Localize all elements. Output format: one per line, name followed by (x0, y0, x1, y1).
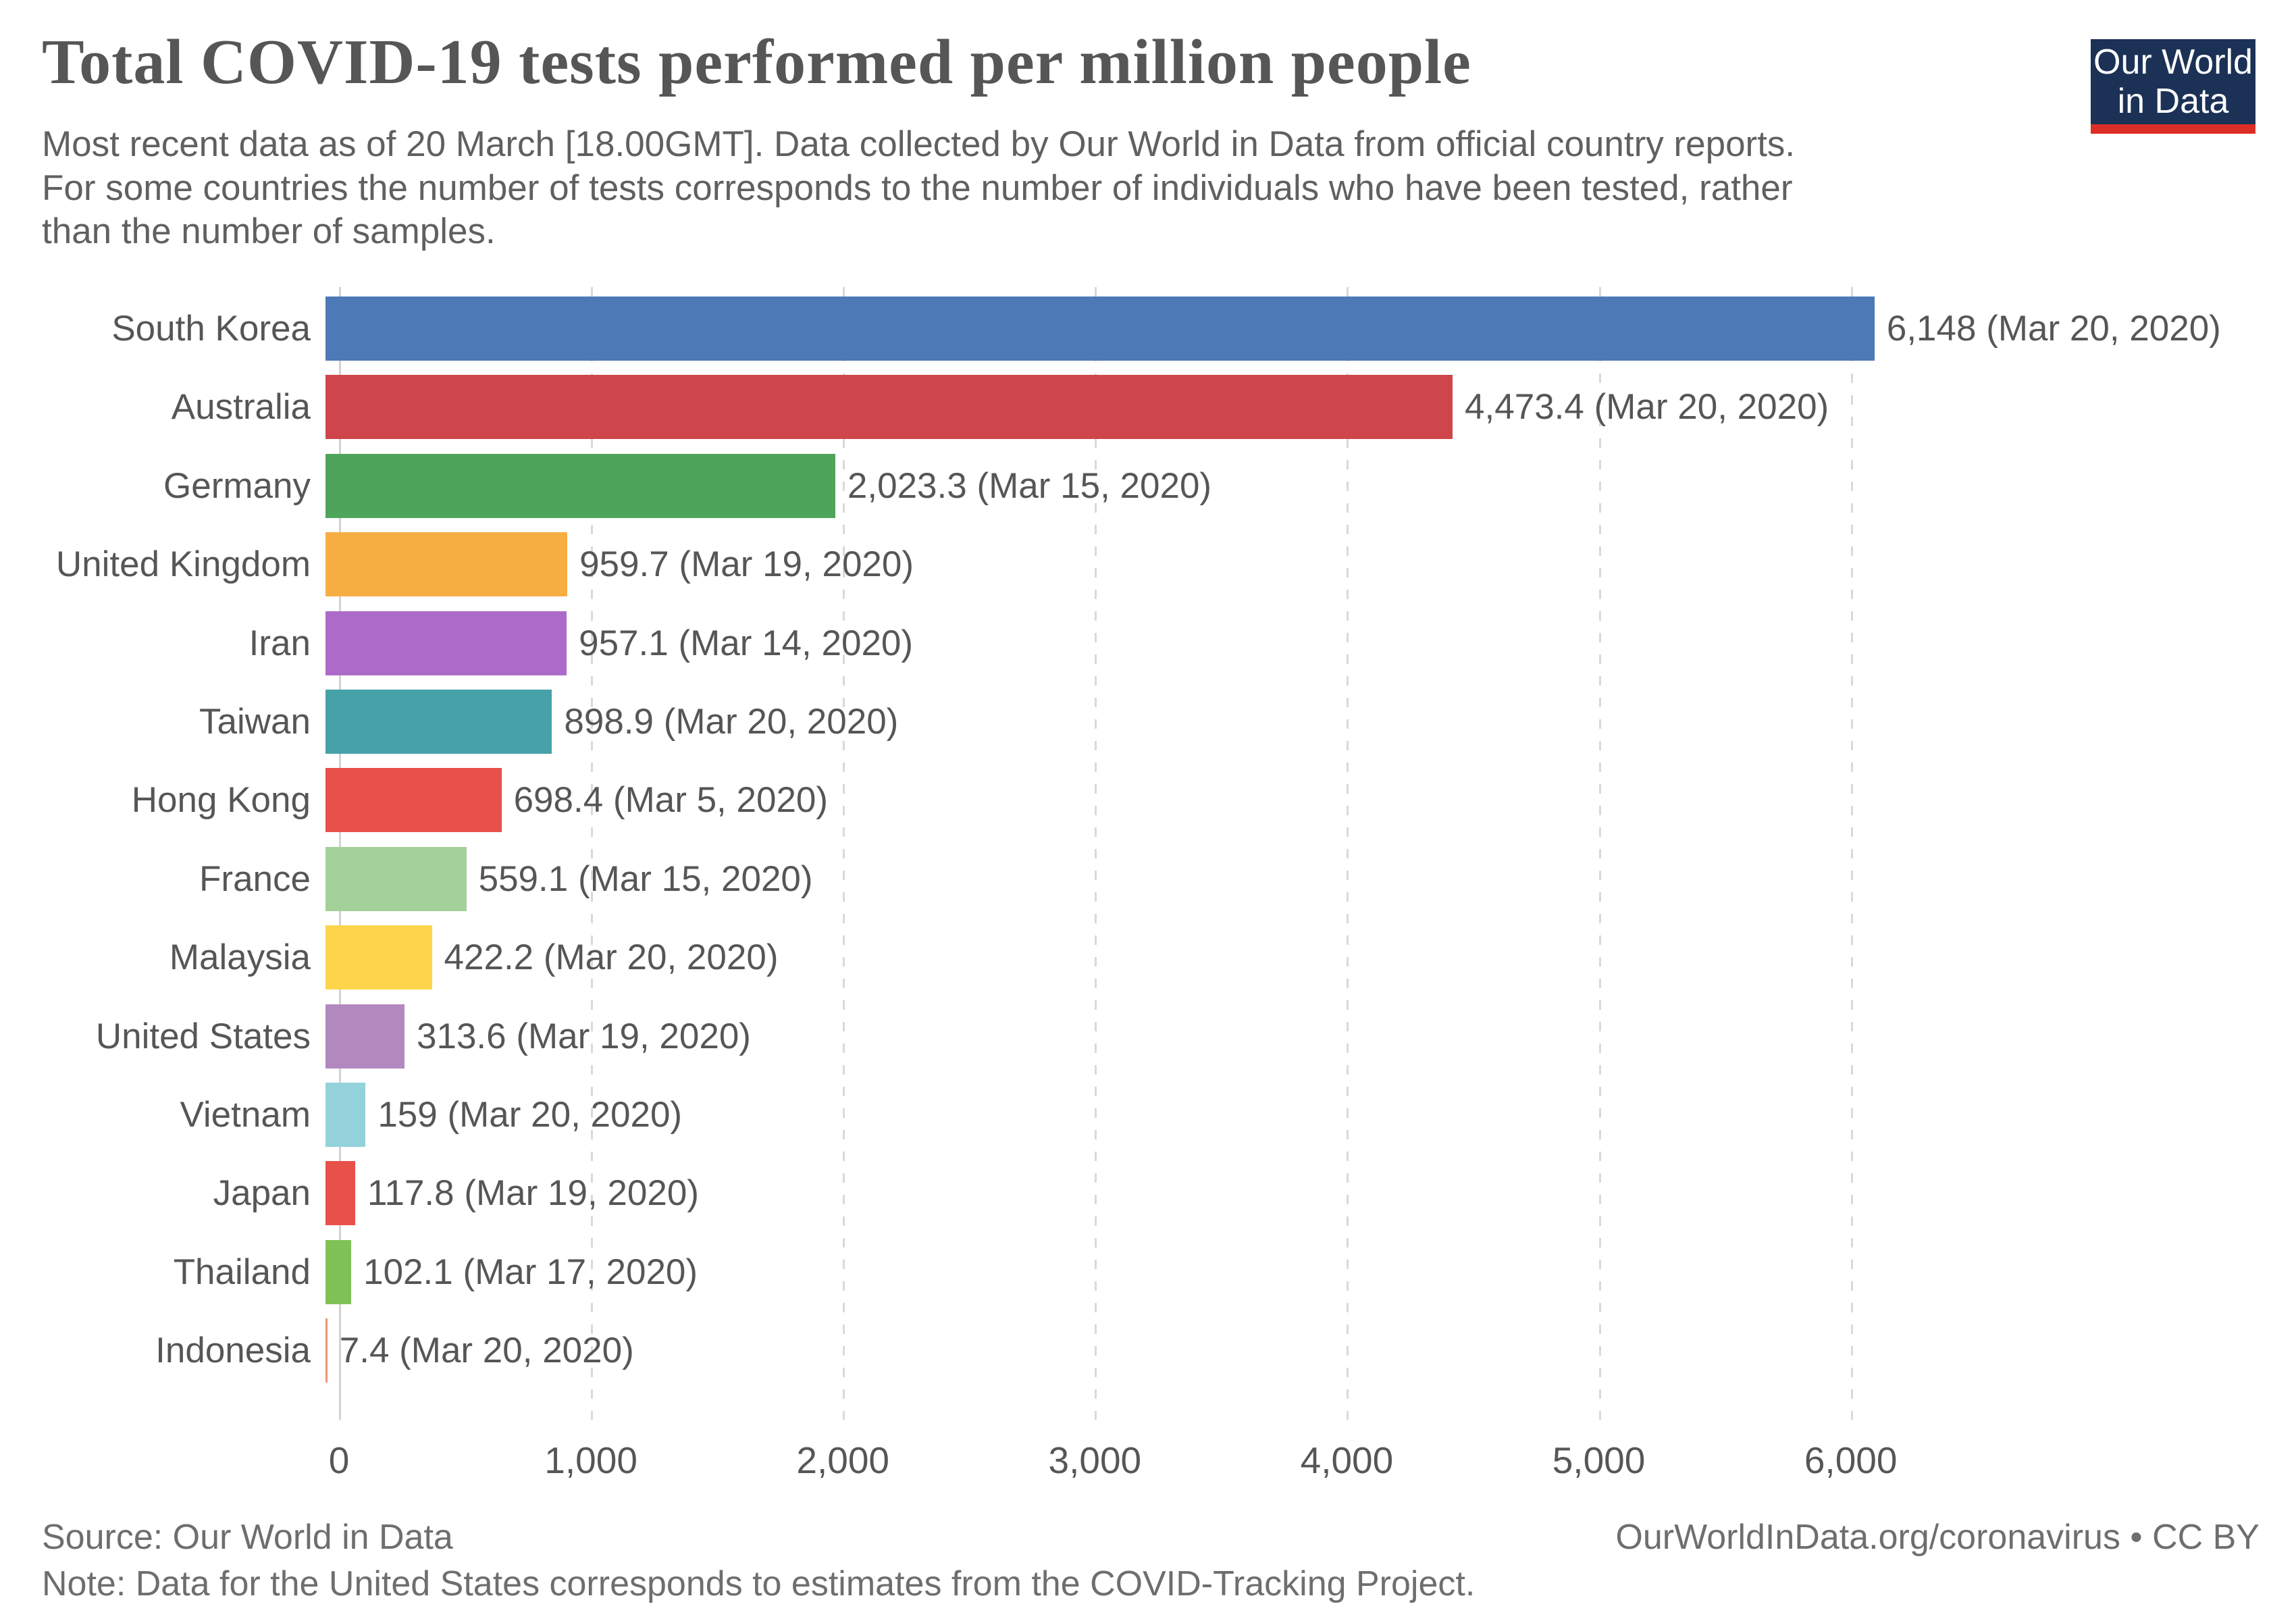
bar-thailand[interactable] (325, 1239, 352, 1304)
bar-row-germany: Germany 2,023.3 (Mar 15, 2020) (0, 453, 2296, 532)
bar-row-hong-kong: Hong Kong 698.4 (Mar 5, 2020) (0, 768, 2296, 846)
bar-australia[interactable] (325, 375, 1453, 440)
country-label: Malaysia (169, 937, 311, 978)
bar-rows: South Korea 6,148 (Mar 20, 2020) Australia… (0, 297, 2296, 1397)
x-tick-label: 0 (328, 1439, 350, 1481)
bar-track: 6,148 (Mar 20, 2020) (325, 297, 2255, 375)
bar-row-indonesia: Indonesia 7.4 (Mar 20, 2020) (0, 1318, 2296, 1397)
bar-malaysia[interactable] (325, 925, 432, 990)
value-label: 4,473.4 (Mar 20, 2020) (1465, 387, 1829, 428)
gridline (843, 287, 845, 1420)
bar-track: 7.4 (Mar 20, 2020) (325, 1318, 2255, 1397)
value-label: 102.1 (Mar 17, 2020) (363, 1252, 698, 1292)
bar-row-japan: Japan 117.8 (Mar 19, 2020) (0, 1161, 2296, 1239)
value-label: 6,148 (Mar 20, 2020) (1886, 309, 2221, 349)
bar-track: 422.2 (Mar 20, 2020) (325, 925, 2255, 1004)
bar-track: 102.1 (Mar 17, 2020) (325, 1239, 2255, 1318)
chart-subtitle: Most recent data as of 20 March [18.00GM… (42, 124, 1796, 252)
country-label: United Kingdom (55, 544, 311, 585)
gridline (1347, 287, 1349, 1420)
value-label: 159 (Mar 20, 2020) (377, 1094, 683, 1135)
bar-germany[interactable] (325, 453, 835, 518)
bar-track: 159 (Mar 20, 2020) (325, 1082, 2255, 1161)
x-tick-label: 4,000 (1300, 1439, 1394, 1481)
country-label: France (199, 858, 311, 899)
owid-logo-line1: Our World (2093, 42, 2253, 82)
country-label: Australia (171, 387, 311, 428)
x-tick-label: 6,000 (1804, 1439, 1898, 1481)
bar-track: 959.7 (Mar 19, 2020) (325, 532, 2255, 611)
bar-track: 117.8 (Mar 19, 2020) (325, 1161, 2255, 1239)
value-label: 117.8 (Mar 19, 2020) (367, 1173, 699, 1214)
value-label: 959.7 (Mar 19, 2020) (579, 544, 914, 585)
bar-track: 957.1 (Mar 14, 2020) (325, 611, 2255, 690)
value-label: 559.1 (Mar 15, 2020) (478, 858, 813, 899)
bar-track: 313.6 (Mar 19, 2020) (325, 1004, 2255, 1083)
bar-row-iran: Iran 957.1 (Mar 14, 2020) (0, 611, 2296, 690)
bar-row-south-korea: South Korea 6,148 (Mar 20, 2020) (0, 297, 2296, 375)
value-label: 957.1 (Mar 14, 2020) (579, 623, 914, 663)
bar-row-united-kingdom: United Kingdom 959.7 (Mar 19, 2020) (0, 532, 2296, 611)
country-label: South Korea (111, 309, 311, 349)
bar-south-korea[interactable] (325, 297, 1875, 361)
footer: Source: Our World in Data Note: Data for… (42, 1514, 2260, 1607)
bar-vietnam[interactable] (325, 1082, 366, 1147)
gridline (1095, 287, 1097, 1420)
x-tick-label: 2,000 (796, 1439, 890, 1481)
value-label: 422.2 (Mar 20, 2020) (444, 937, 779, 978)
owid-logo-line2: in Data (2117, 82, 2229, 121)
bar-france[interactable] (325, 846, 467, 911)
bar-japan[interactable] (325, 1161, 355, 1226)
x-axis: 0 1,000 2,000 3,000 4,000 5,000 6,000 (329, 1439, 2269, 1493)
x-tick-label: 1,000 (544, 1439, 637, 1481)
country-label: Hong Kong (131, 780, 311, 821)
bar-row-malaysia: Malaysia 422.2 (Mar 20, 2020) (0, 925, 2296, 1004)
x-tick-label: 3,000 (1048, 1439, 1142, 1481)
country-label: Taiwan (199, 701, 311, 742)
value-label: 2,023.3 (Mar 15, 2020) (847, 465, 1212, 506)
bar-row-taiwan: Taiwan 898.9 (Mar 20, 2020) (0, 689, 2296, 768)
country-label: Thailand (173, 1252, 311, 1292)
bar-united-states[interactable] (325, 1004, 405, 1069)
country-label: United States (95, 1016, 311, 1056)
footer-source-note: Source: Our World in Data Note: Data for… (42, 1518, 1476, 1604)
country-label: Germany (163, 465, 311, 506)
bar-iran[interactable] (325, 611, 567, 675)
footer-link[interactable]: OurWorldInData.org/coronavirus • CC BY (1615, 1518, 2260, 1557)
gridline (1598, 287, 1601, 1420)
value-label: 7.4 (Mar 20, 2020) (339, 1331, 634, 1371)
value-label: 313.6 (Mar 19, 2020) (417, 1016, 751, 1056)
bar-hong-kong[interactable] (325, 768, 502, 833)
bar-row-australia: Australia 4,473.4 (Mar 20, 2020) (0, 375, 2296, 453)
chart-title: Total COVID-19 tests performed per milli… (42, 27, 1471, 97)
value-label: 698.4 (Mar 5, 2020) (513, 780, 829, 821)
gridline (591, 287, 594, 1420)
bar-track: 4,473.4 (Mar 20, 2020) (325, 375, 2255, 453)
bar-united-kingdom[interactable] (325, 532, 568, 597)
bar-taiwan[interactable] (325, 689, 552, 754)
country-label: Iran (249, 623, 311, 663)
bar-track: 898.9 (Mar 20, 2020) (325, 689, 2255, 768)
bar-indonesia[interactable] (325, 1318, 328, 1383)
bar-track: 698.4 (Mar 5, 2020) (325, 768, 2255, 846)
plot-area: South Korea 6,148 (Mar 20, 2020) Australia… (0, 287, 2296, 1420)
value-label: 898.9 (Mar 20, 2020) (564, 701, 899, 742)
bar-track: 2,023.3 (Mar 15, 2020) (325, 453, 2255, 532)
bar-row-united-states: United States 313.6 (Mar 19, 2020) (0, 1004, 2296, 1083)
owid-logo[interactable]: Our World in Data (2091, 39, 2255, 134)
x-tick-label: 5,000 (1552, 1439, 1646, 1481)
bar-row-thailand: Thailand 102.1 (Mar 17, 2020) (0, 1239, 2296, 1318)
bar-row-france: France 559.1 (Mar 15, 2020) (0, 846, 2296, 925)
gridline (1850, 287, 1853, 1420)
country-label: Vietnam (180, 1094, 311, 1135)
bar-row-vietnam: Vietnam 159 (Mar 20, 2020) (0, 1082, 2296, 1161)
country-label: Indonesia (155, 1331, 311, 1371)
bar-track: 559.1 (Mar 15, 2020) (325, 846, 2255, 925)
country-label: Japan (213, 1173, 311, 1214)
